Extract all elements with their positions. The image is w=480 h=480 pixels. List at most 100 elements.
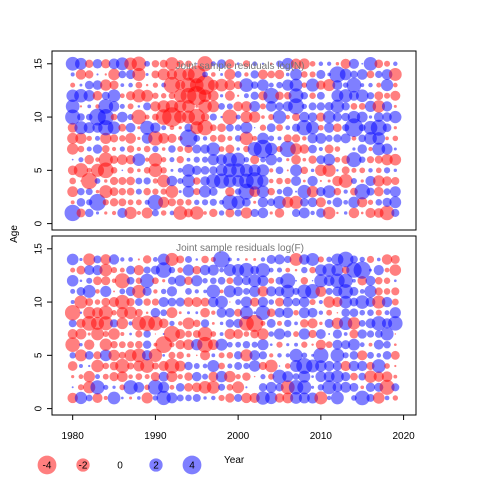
residual-point [158, 381, 170, 393]
residual-point [169, 157, 175, 163]
legend-label: 4 [189, 461, 195, 472]
residual-point [121, 169, 124, 172]
residual-point [285, 72, 290, 77]
residual-point [374, 186, 384, 197]
residual-point [137, 258, 140, 261]
residual-point [224, 79, 236, 91]
residual-point [152, 188, 159, 195]
residual-point [391, 298, 399, 306]
residual-point [319, 321, 323, 326]
residual-point [126, 265, 136, 275]
residual-point [307, 318, 318, 329]
x-tick-label: 1980 [62, 431, 85, 442]
residual-point [253, 375, 256, 378]
residual-point [257, 275, 269, 287]
residual-point [331, 370, 344, 384]
residual-point [168, 351, 176, 359]
residual-point [118, 177, 127, 185]
residual-point [216, 307, 227, 318]
residual-point [192, 165, 202, 175]
residual-point [326, 309, 333, 316]
residual-point [195, 311, 199, 315]
residual-point [327, 61, 332, 66]
residual-point [358, 103, 366, 110]
residual-point [372, 142, 386, 156]
y-tick-label: 10 [34, 111, 45, 123]
residual-point [393, 343, 397, 347]
residual-point [135, 373, 143, 380]
residual-point [169, 210, 175, 216]
residual-point [96, 73, 99, 76]
residual-point [301, 82, 308, 88]
residual-point [268, 267, 274, 273]
residual-point [99, 338, 112, 351]
residual-point [348, 196, 360, 208]
residual-point [307, 112, 318, 122]
residual-point [368, 82, 373, 88]
residual-point [117, 207, 128, 218]
residual-point [373, 112, 384, 122]
residual-point [178, 311, 182, 315]
residual-point [261, 115, 265, 119]
residual-point [86, 167, 92, 173]
panel-top-points [64, 56, 402, 222]
residual-point [295, 279, 297, 282]
legend-label: 2 [153, 461, 159, 472]
residual-point [219, 332, 224, 336]
residual-point [391, 383, 400, 392]
residual-point [236, 147, 240, 151]
residual-point [383, 277, 391, 284]
residual-point [361, 62, 364, 65]
residual-point [393, 104, 397, 108]
residual-point [74, 88, 88, 103]
residual-point [79, 105, 83, 108]
residual-point [323, 296, 335, 308]
residual-point [332, 339, 343, 350]
residual-point [140, 273, 155, 288]
residual-point [125, 154, 136, 165]
residual-point [220, 115, 223, 119]
residual-point [178, 321, 183, 326]
residual-point [308, 144, 317, 154]
residual-point [318, 299, 323, 305]
residual-point [315, 339, 326, 350]
residual-point [97, 109, 114, 126]
residual-point [95, 211, 100, 215]
residual-point [81, 172, 98, 190]
residual-point [322, 185, 336, 199]
residual-point [202, 373, 209, 380]
residual-point [145, 157, 150, 162]
x-tick-label: 2010 [310, 431, 333, 442]
residual-point [126, 187, 135, 196]
residual-point [332, 112, 342, 122]
residual-point [154, 333, 157, 335]
residual-point [148, 348, 163, 362]
residual-point [217, 276, 226, 285]
residual-point [294, 321, 298, 326]
residual-point [210, 72, 216, 77]
residual-point [284, 363, 291, 369]
residual-point [343, 211, 348, 215]
residual-point [269, 343, 273, 347]
panel-bottom: Joint sample residuals log(F) 0 5 10 15 198… [34, 235, 417, 442]
residual-point [219, 94, 224, 98]
residual-point [182, 185, 195, 198]
residual-point [297, 184, 312, 199]
residual-point [315, 360, 327, 372]
residual-point [393, 168, 397, 172]
residual-point [206, 284, 221, 299]
residual-point [242, 197, 251, 207]
residual-point [108, 101, 120, 112]
residual-point [233, 351, 243, 360]
residual-point [225, 393, 235, 403]
residual-point [176, 60, 184, 68]
residual-point [100, 79, 112, 91]
legend-circle [149, 458, 163, 472]
residual-point [359, 167, 366, 174]
residual-point [71, 158, 74, 161]
residual-point [346, 152, 362, 168]
residual-point [300, 198, 309, 207]
residual-point [207, 100, 220, 113]
residual-point [333, 187, 342, 196]
residual-point [185, 255, 192, 263]
